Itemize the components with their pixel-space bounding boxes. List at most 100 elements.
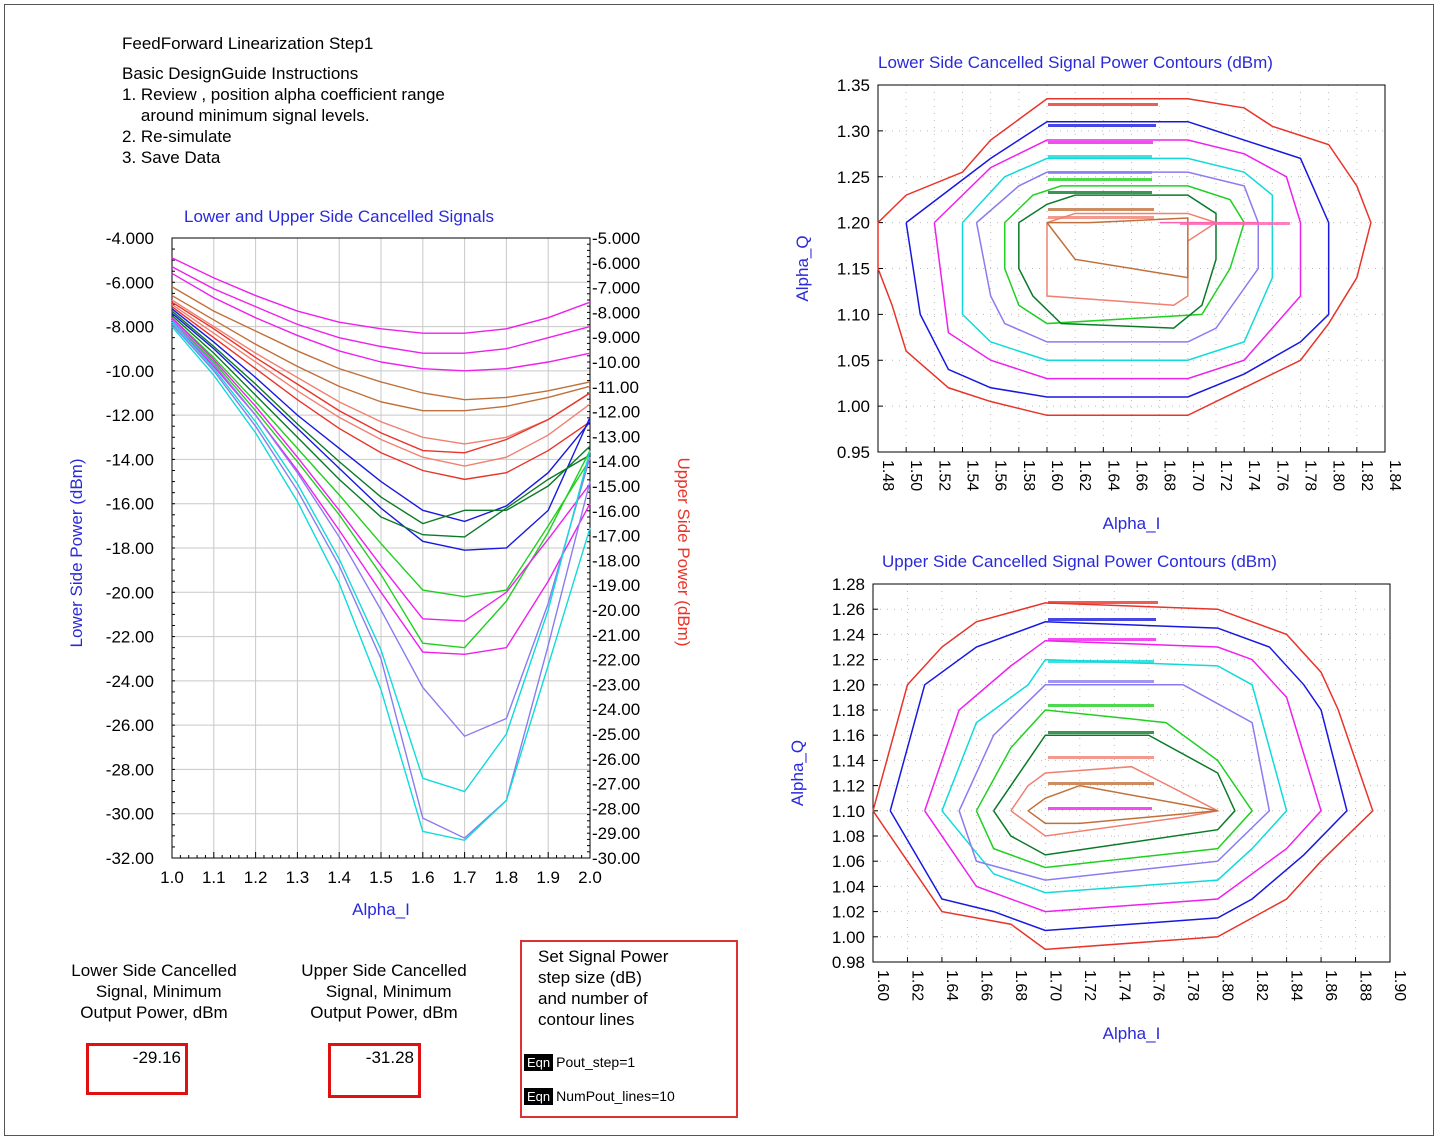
- chart-1-y2tick-label: -16.00: [592, 502, 640, 521]
- chart-1-series-13: [171, 317, 591, 598]
- chart-1-y2tick-label: -9.000: [592, 328, 640, 347]
- chart-3-contour-label-mark-8: [1048, 782, 1154, 785]
- chart-1-y2tick-label: -27.00: [592, 775, 640, 794]
- chart-1-xtick-label: 1.9: [536, 868, 560, 887]
- chart-2-ytick-label: 1.15: [837, 260, 870, 279]
- chart-3-ytick-label: 1.26: [832, 600, 865, 619]
- chart-1-y2tick-label: -24.00: [592, 700, 640, 719]
- chart-1-xtick-label: 1.6: [411, 868, 435, 887]
- lower-min-value-box[interactable]: -29.16: [86, 1043, 188, 1095]
- chart-3-xtick-label: 1.64: [943, 970, 960, 1001]
- chart-2-contour-0: [877, 98, 1372, 417]
- chart-1-series-6: [171, 303, 591, 467]
- chart-2-ytick-label: 1.20: [837, 214, 870, 233]
- chart-3-ytick-label: 1.06: [832, 852, 865, 871]
- chart-3-xtick-label: 1.78: [1184, 970, 1201, 1001]
- chart-1-y2tick-label: -30.00: [592, 849, 640, 868]
- chart-1-y2tick-label: -17.00: [592, 527, 640, 546]
- chart-2-contour-2: [933, 139, 1302, 380]
- chart-3-contour-label-mark-2: [1048, 638, 1156, 641]
- chart-3-xtick-label: 1.80: [1219, 970, 1236, 1001]
- chart-3-xtick-label: 1.60: [874, 970, 891, 1001]
- chart-1-ytick-label: -8.000: [106, 318, 154, 337]
- chart-2-xtick-label: 1.72: [1217, 460, 1234, 491]
- chart-2-ytick-label: 1.10: [837, 305, 870, 324]
- chart-2-ytick-label: 1.30: [837, 122, 870, 141]
- instructions-line-4: 2. Re-simulate: [122, 127, 232, 146]
- chart-1-xtick-label: 1.4: [327, 868, 351, 887]
- chart-1-ytick-label: -20.00: [106, 583, 154, 602]
- chart-1-series-5: [171, 299, 591, 445]
- chart-2-contour-label-mark-5: [1048, 178, 1152, 181]
- eqn-pout-step-text: Pout_step=1: [556, 1054, 636, 1070]
- chart-2-contour-6: [1018, 194, 1217, 329]
- chart-1-y2tick-label: -11.00: [592, 378, 639, 397]
- chart-3-contour-label-mark-9: [1048, 807, 1152, 810]
- chart-2-xtick-label: 1.64: [1104, 460, 1121, 491]
- chart-1-ytick-label: -4.000: [106, 229, 154, 248]
- upper-min-value-box[interactable]: -31.28: [328, 1043, 421, 1098]
- chart-1-series-9: [171, 308, 591, 523]
- chart-2-ytick-label: 1.35: [837, 76, 870, 95]
- chart-1-xtick-label: 1.0: [160, 868, 184, 887]
- eqn-tag-1: Eqn: [524, 1054, 554, 1071]
- chart-1-ytick-label: -30.00: [106, 805, 154, 824]
- chart-2-contour-4: [975, 171, 1259, 343]
- chart-2-ytick-label: 1.25: [837, 168, 870, 187]
- chart-1-series-3: [171, 286, 591, 401]
- eqn-numpout-lines[interactable]: Eqn NumPout_lines=10: [524, 1088, 675, 1105]
- chart-3-ylabel: Alpha_Q: [788, 740, 807, 806]
- chart-2-contour-label-mark-7: [1048, 208, 1154, 211]
- chart-1-series-14: [171, 319, 591, 649]
- instructions-line-3: around minimum signal levels.: [122, 106, 370, 125]
- chart-1-xtick-label: 2.0: [578, 868, 602, 887]
- chart-3-contour-label-mark-0: [1048, 601, 1158, 604]
- chart-1-ylabel: Lower Side Power (dBm): [67, 459, 86, 648]
- chart-2-xtick-label: 1.78: [1302, 460, 1319, 491]
- chart-3-contour-3: [941, 658, 1288, 894]
- lower-min-value: -29.16: [132, 1048, 181, 1067]
- chart-1-y2tick-label: -21.00: [592, 626, 640, 645]
- chart-3-contour-6: [993, 734, 1236, 856]
- chart-3-ytick-label: 1.10: [832, 802, 865, 821]
- chart-1-series-18: [171, 323, 591, 839]
- lower-min-label: Lower Side Cancelled Signal, Minimum Out…: [71, 961, 237, 1022]
- chart-3-ytick-label: 1.24: [832, 625, 865, 644]
- chart-1-series-19: [171, 321, 591, 793]
- chart-2-xtick-label: 1.84: [1386, 460, 1403, 491]
- chart-1-y2tick-label: -19.00: [592, 576, 640, 595]
- chart-3-ytick-label: 1.28: [832, 575, 865, 594]
- chart-3-ytick-label: 1.20: [832, 676, 865, 695]
- chart-1-ytick-label: -26.00: [106, 716, 154, 735]
- chart-2-contour-label-mark-9: [1180, 222, 1290, 225]
- chart-1-series-8: [171, 306, 591, 481]
- chart-2-contour-1: [905, 120, 1330, 398]
- chart-3-xtick-label: 1.62: [908, 970, 925, 1001]
- eqn-pout-step[interactable]: Eqn Pout_step=1: [524, 1054, 636, 1071]
- chart-1-y2tick-label: -12.00: [592, 403, 640, 422]
- chart-2-xtick-label: 1.62: [1076, 460, 1093, 491]
- chart-2-xtick-label: 1.50: [907, 460, 924, 491]
- eqn-tag-2: Eqn: [524, 1088, 554, 1105]
- chart-2-contour-5: [1004, 185, 1245, 325]
- chart-3-contour-label-mark-4: [1048, 680, 1154, 683]
- chart-3-xtick-label: 1.86: [1322, 970, 1339, 1001]
- chart-1-y2tick-label: -25.00: [592, 725, 640, 744]
- chart-1-xtick-label: 1.7: [453, 868, 477, 887]
- chart-2-xtick-label: 1.58: [1020, 460, 1037, 491]
- chart-3-ytick-label: 1.02: [832, 903, 865, 922]
- chart-1-y2tick-label: -13.00: [592, 427, 640, 446]
- chart-1-y2tick-label: -28.00: [592, 799, 640, 818]
- chart-2-xtick-label: 1.52: [935, 460, 952, 491]
- chart-1-series-17: [171, 319, 591, 738]
- chart-2-xlabel: Alpha_I: [1103, 514, 1161, 533]
- chart-1-series-12: [171, 314, 591, 538]
- chart-3-xtick-label: 1.70: [1046, 970, 1063, 1001]
- chart-1-y2tick-label: -5.000: [592, 229, 640, 248]
- chart-3-xtick-label: 1.72: [1081, 970, 1098, 1001]
- chart-2-xtick-label: 1.68: [1161, 460, 1178, 491]
- chart-1-ytick-label: -24.00: [106, 672, 154, 691]
- chart-2-xtick-label: 1.82: [1358, 460, 1375, 491]
- chart-3-contour-4: [958, 684, 1271, 881]
